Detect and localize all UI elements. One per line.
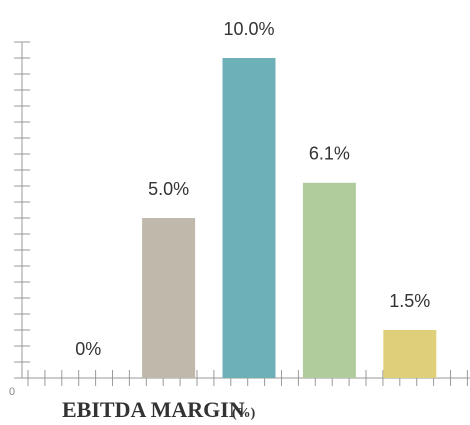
value-label: 10.0%	[223, 19, 274, 39]
bar	[383, 330, 437, 378]
y-tick-label: 0	[9, 386, 15, 398]
value-label: 1.5%	[389, 291, 430, 311]
bar	[142, 218, 196, 378]
value-label: 0%	[75, 339, 101, 359]
unit-label: (%)	[232, 406, 256, 421]
chart-title: EBITDA MARGIN	[62, 397, 245, 422]
value-label: 6.1%	[309, 144, 350, 164]
bar	[302, 182, 356, 378]
bar	[222, 58, 276, 378]
value-label: 5.0%	[148, 179, 189, 199]
